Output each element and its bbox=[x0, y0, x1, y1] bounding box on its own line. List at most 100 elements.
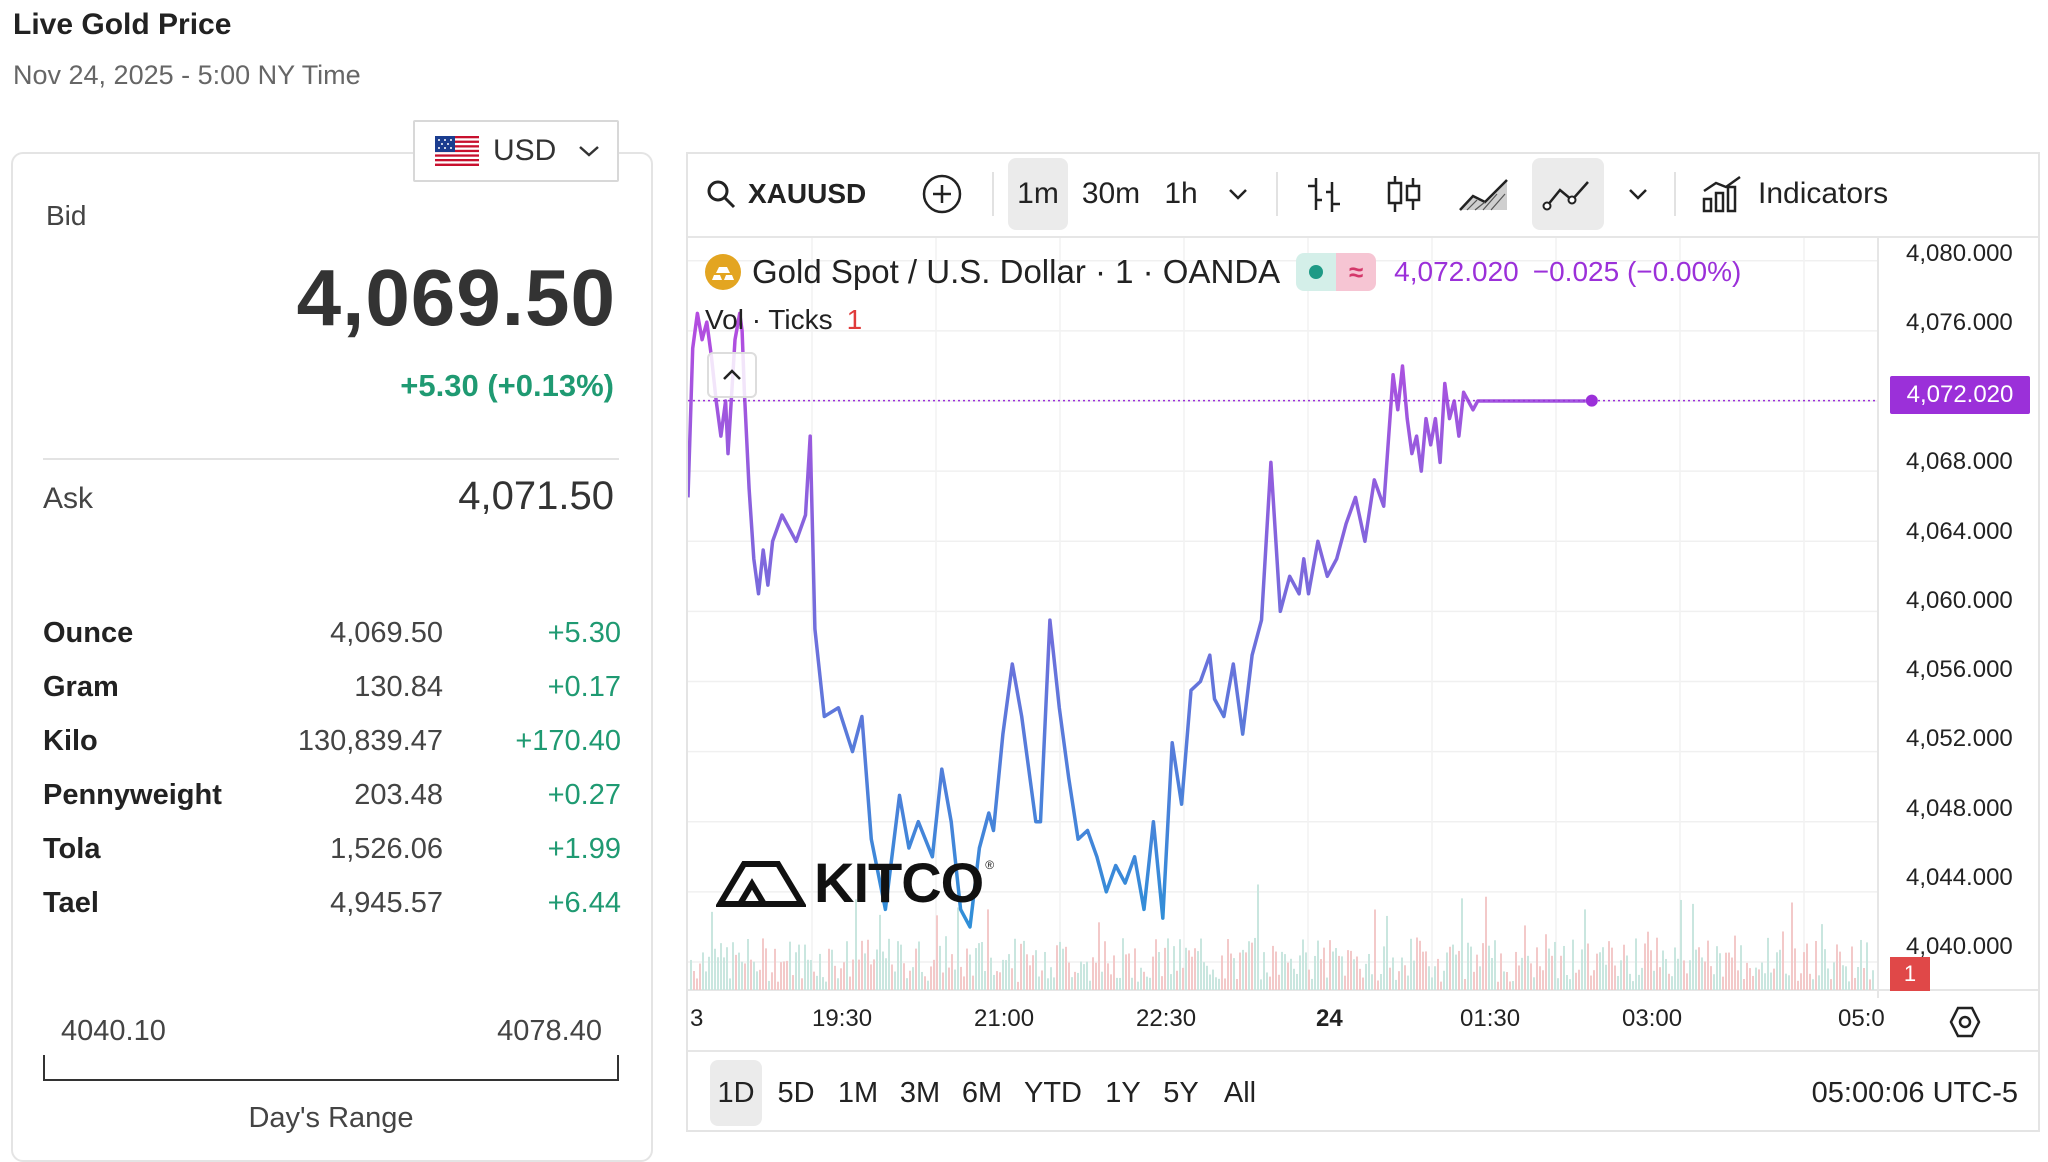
volume-bar bbox=[1053, 977, 1055, 990]
volume-bar bbox=[1329, 940, 1331, 990]
volume-bar bbox=[1488, 945, 1490, 990]
volume-bar bbox=[939, 945, 941, 990]
volume-bar bbox=[1752, 975, 1754, 990]
volume-bar bbox=[1014, 938, 1016, 990]
volume-bar bbox=[1497, 981, 1499, 990]
volume-bar bbox=[771, 972, 773, 990]
volume-bar bbox=[1524, 925, 1526, 990]
candlestick-icon bbox=[1387, 176, 1421, 212]
bars-chart-button[interactable] bbox=[1296, 158, 1352, 230]
volume-bar bbox=[1293, 968, 1295, 990]
collapse-legend-button[interactable] bbox=[707, 352, 757, 398]
volume-bar bbox=[1803, 952, 1805, 990]
volume-bar bbox=[1836, 944, 1838, 990]
volume-bar bbox=[1506, 972, 1508, 990]
volume-bar bbox=[732, 942, 734, 990]
bid-change: +5.30 (+0.13%) bbox=[400, 368, 614, 403]
volume-bar bbox=[1089, 980, 1091, 990]
volume-bar bbox=[1083, 964, 1085, 990]
volume-bar bbox=[1599, 952, 1601, 990]
volume-bar bbox=[1143, 971, 1145, 990]
volume-bar bbox=[837, 978, 839, 990]
volume-bar bbox=[1491, 957, 1493, 990]
volume-bar bbox=[1341, 956, 1343, 990]
symbol-search-button[interactable]: XAUUSD bbox=[704, 158, 884, 230]
volume-bar bbox=[1347, 950, 1349, 990]
volume-bar bbox=[1704, 961, 1706, 990]
range-1m[interactable]: 1M bbox=[837, 1076, 879, 1109]
volume-bar bbox=[936, 915, 938, 990]
volume-bar bbox=[870, 964, 872, 990]
volume-bar bbox=[1791, 902, 1793, 990]
goto-realtime-icon[interactable] bbox=[1948, 1005, 1982, 1039]
range-1d[interactable]: 1D bbox=[710, 1060, 762, 1126]
unit-price: 4,945.57 bbox=[330, 887, 443, 919]
volume-bar bbox=[759, 969, 761, 990]
unit-row-ounce: Ounce 4,069.50 +5.30 bbox=[43, 617, 621, 667]
volume-bar bbox=[1476, 954, 1478, 990]
volume-bar bbox=[1515, 951, 1517, 990]
range-all[interactable]: All bbox=[1223, 1076, 1257, 1109]
volume-bar bbox=[726, 947, 728, 990]
range-high: 4078.40 bbox=[497, 1015, 602, 1047]
volume-bar bbox=[1194, 948, 1196, 990]
volume-bar bbox=[1518, 965, 1520, 990]
unit-name: Pennyweight bbox=[43, 779, 222, 811]
chart-type-dropdown[interactable] bbox=[1618, 158, 1658, 230]
volume-bar bbox=[1212, 969, 1214, 990]
volume-bar bbox=[1344, 975, 1346, 990]
interval-dropdown[interactable] bbox=[1218, 158, 1258, 230]
market-status-badges[interactable]: ≈ bbox=[1296, 253, 1377, 291]
unit-name: Ounce bbox=[43, 617, 134, 649]
compare-button[interactable] bbox=[914, 158, 970, 230]
volume-bar bbox=[1245, 952, 1247, 990]
volume-bar bbox=[1569, 979, 1571, 990]
volume-bar bbox=[1617, 975, 1619, 990]
volume-bar bbox=[741, 961, 743, 990]
area-chart-button[interactable] bbox=[1452, 158, 1516, 230]
volume-bar bbox=[987, 909, 989, 990]
range-3m[interactable]: 3M bbox=[899, 1076, 941, 1109]
line-chart-icon bbox=[1542, 181, 1589, 211]
y-tick: 4,056.000 bbox=[1906, 656, 2013, 683]
interval-1m[interactable]: 1m bbox=[1008, 158, 1068, 230]
volume-bar bbox=[960, 966, 962, 990]
indicators-button[interactable]: Indicators bbox=[1700, 158, 1900, 230]
volume-bar bbox=[1794, 948, 1796, 990]
volume-bar bbox=[1059, 941, 1061, 990]
chart-clock[interactable]: 05:00:06 UTC-5 bbox=[1811, 1077, 2018, 1109]
volume-bar bbox=[1095, 962, 1097, 990]
range-5y[interactable]: 5Y bbox=[1163, 1076, 1199, 1109]
volume-bar bbox=[906, 978, 908, 990]
volume-bar bbox=[1332, 951, 1334, 990]
unit-price: 1,526.06 bbox=[330, 833, 443, 865]
interval-30m[interactable]: 30m bbox=[1081, 177, 1141, 210]
price-chart[interactable] bbox=[688, 238, 2038, 998]
interval-1h[interactable]: 1h bbox=[1164, 177, 1198, 210]
x-tick: 03:00 bbox=[1622, 1005, 1683, 1032]
volume-bar bbox=[774, 948, 776, 990]
registered-mark: ® bbox=[985, 857, 995, 872]
currency-select[interactable]: USD bbox=[413, 120, 619, 182]
volume-bar bbox=[1065, 946, 1067, 990]
kitco-logo-icon bbox=[716, 860, 806, 907]
range-caption: Day's Range bbox=[248, 1102, 414, 1134]
unit-change: +0.17 bbox=[547, 671, 621, 703]
volume-bar bbox=[816, 975, 818, 990]
range-1y[interactable]: 1Y bbox=[1105, 1076, 1141, 1109]
range-5d[interactable]: 5D bbox=[777, 1076, 815, 1109]
range-ytd[interactable]: YTD bbox=[1024, 1076, 1082, 1109]
bars-chart-icon bbox=[1308, 178, 1340, 212]
volume-bar bbox=[729, 978, 731, 990]
x-tick: 24 bbox=[1316, 1005, 1343, 1032]
line-chart-button[interactable] bbox=[1532, 158, 1604, 230]
volume-bar bbox=[885, 958, 887, 990]
volume-bar bbox=[1812, 979, 1814, 990]
volume-bar bbox=[1380, 974, 1382, 990]
range-6m[interactable]: 6M bbox=[961, 1076, 1003, 1109]
candles-chart-button[interactable] bbox=[1376, 158, 1432, 230]
volume-bar bbox=[1410, 938, 1412, 990]
volume-bar bbox=[915, 948, 917, 990]
volume-bar bbox=[1650, 950, 1652, 990]
volume-bar bbox=[1248, 941, 1250, 990]
